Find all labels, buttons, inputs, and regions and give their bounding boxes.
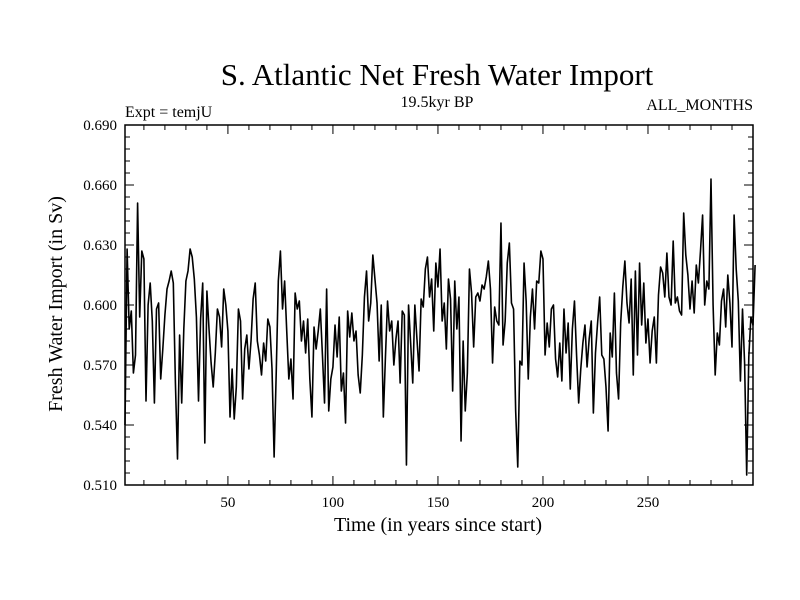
x-tick-label: 50 [220, 495, 235, 511]
y-tick-label: 0.540 [83, 418, 117, 434]
x-tick-label: 150 [427, 495, 450, 511]
months-label: ALL_MONTHS [646, 97, 753, 114]
y-tick-label: 0.630 [83, 238, 117, 254]
y-tick-label: 0.510 [83, 478, 117, 494]
x-tick-label: 100 [322, 495, 345, 511]
y-tick-label: 0.600 [83, 298, 117, 314]
y-tick-label: 0.570 [83, 358, 117, 374]
x-tick-label: 200 [532, 495, 555, 511]
fresh-water-series-line [124, 178, 756, 476]
chart-title: S. Atlantic Net Fresh Water Import [221, 57, 654, 92]
y-tick-label: 0.660 [83, 178, 117, 194]
period-label: 19.5kyr BP [401, 94, 474, 111]
x-axis-label: Time (in years since start) [334, 514, 542, 536]
y-tick-label: 0.690 [83, 118, 117, 134]
y-axis-label: Fresh Water Import (in Sv) [45, 196, 67, 412]
experiment-label: Expt = temjU [125, 104, 213, 121]
x-tick-label: 250 [637, 495, 660, 511]
